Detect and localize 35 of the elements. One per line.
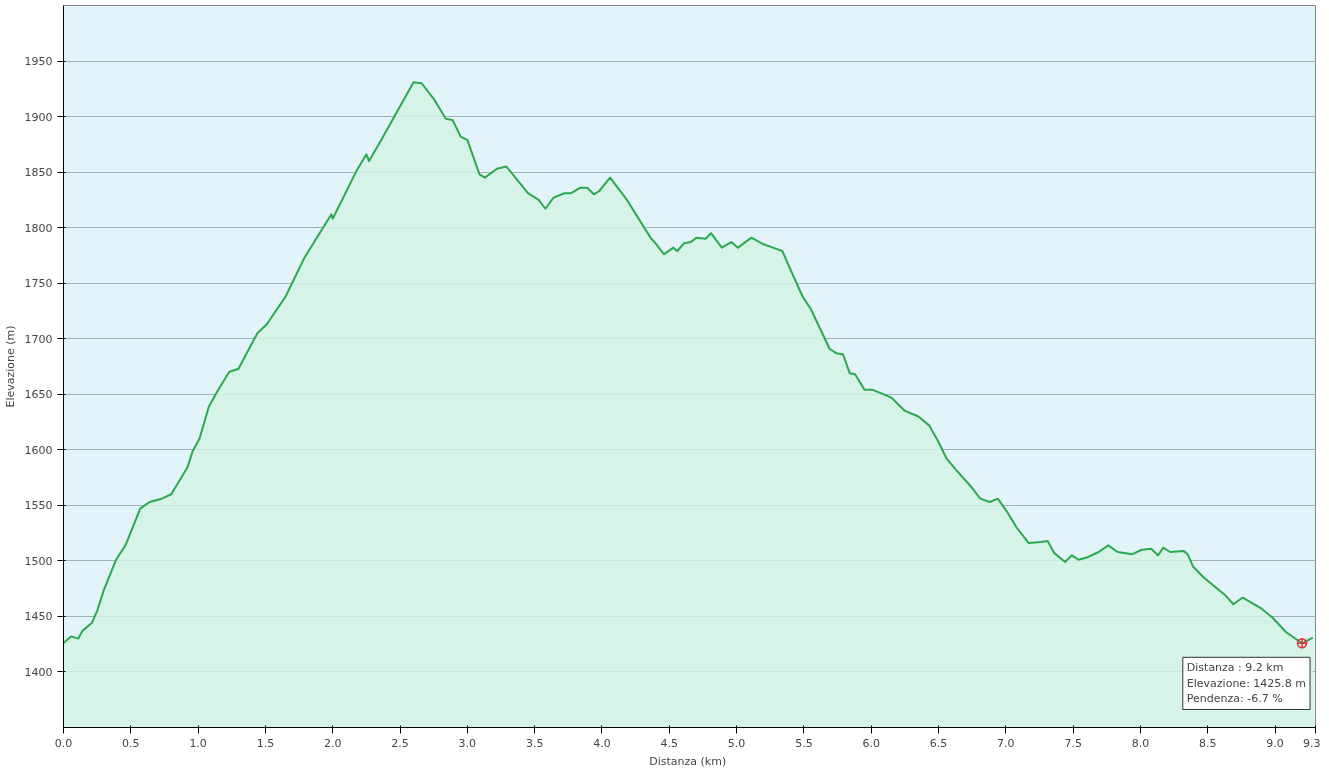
y-tick-label: 1450 (24, 610, 53, 624)
x-tick-label: 0.0 (54, 736, 73, 750)
x-tick-label: 4.5 (660, 736, 679, 750)
y-tick-label: 1700 (24, 332, 53, 346)
x-tick-label: 6.0 (862, 736, 880, 750)
x-tick-label: 1.5 (256, 736, 275, 750)
x-tick-label: 5.0 (727, 736, 746, 750)
y-axis-title: Elevazione (m) (3, 325, 17, 408)
y-tick-label: 1900 (24, 110, 53, 124)
x-tick-label: 1.0 (189, 736, 207, 750)
annotation: Distanza : 9.2 km Elevazione: 1425.8 m Pendenza: -6.7 % (1186, 661, 1307, 706)
y-tick-label: 1500 (24, 554, 53, 568)
x-tick-label: 8.0 (1131, 736, 1150, 750)
x-tick-label: 3.5 (525, 736, 544, 750)
y-tick-label: 1650 (24, 388, 53, 402)
x-tick-label: 3.0 (458, 736, 477, 750)
x-tick-label: 4.0 (593, 736, 611, 750)
y-tick-label: 1950 (24, 55, 53, 69)
y-tick-label: 1550 (24, 499, 53, 513)
x-tick-label: 8.5 (1199, 736, 1217, 750)
y-tick-label: 1600 (24, 443, 53, 457)
y-tick-label: 1800 (24, 221, 53, 235)
x-tick-label: 7.0 (997, 736, 1015, 750)
x-tick-label: 7.5 (1064, 736, 1082, 750)
x-tick-label: 9.0 (1266, 736, 1284, 750)
x-tick-label: 5.5 (795, 736, 813, 750)
x-tick-label: 6.5 (929, 736, 948, 750)
x-axis-title: Distanza (km) (649, 754, 727, 768)
y-tick-label: 1750 (24, 277, 53, 291)
x-tick-label: 2.0 (324, 736, 342, 750)
y-tick-label: 1400 (24, 665, 53, 679)
y-tick-label: 1850 (24, 166, 53, 180)
x-tick-label: 2.5 (391, 736, 409, 750)
x-tick-label: 0.5 (122, 736, 140, 750)
x-tick-label: 9.3 (1303, 736, 1321, 750)
